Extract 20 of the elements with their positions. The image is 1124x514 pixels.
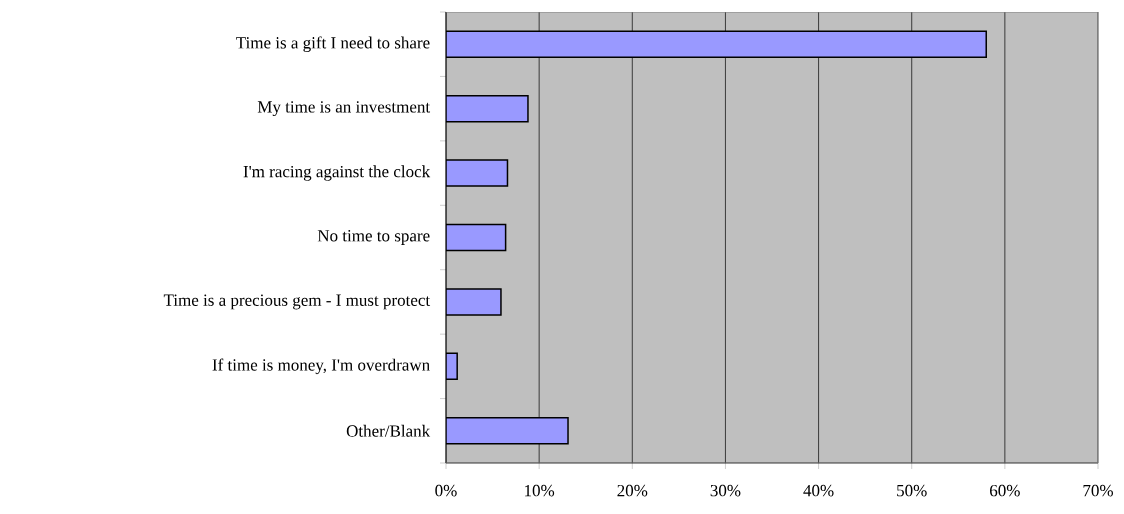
x-tick-label: 40% (803, 484, 834, 497)
x-tick-label: 50% (897, 484, 927, 497)
bar (446, 30, 987, 58)
x-tick-label: 30% (710, 484, 741, 497)
y-tick-label: Time is a precious gem - I must protect (163, 294, 431, 310)
y-tick-label: Other/Blank (346, 424, 431, 437)
bar (446, 223, 507, 252)
x-tick-label: 10% (525, 484, 555, 497)
y-tick-label: I'm racing against the clock (243, 165, 431, 181)
bar (446, 159, 509, 187)
y-tick-label: My time is an investment (257, 101, 431, 117)
y-tick-label: No time to spare (317, 230, 430, 245)
x-tick-label: 70% (1083, 484, 1114, 497)
y-tick-label: If time is money, I'm overdrawn (212, 358, 430, 375)
x-tick-label: 60% (990, 484, 1020, 497)
x-tick-label: 0% (435, 484, 457, 497)
bar (446, 94, 529, 123)
bar (446, 417, 569, 445)
x-tick-label: 20% (617, 484, 648, 497)
y-tick-label: Time is a gift I need to share (236, 36, 430, 53)
